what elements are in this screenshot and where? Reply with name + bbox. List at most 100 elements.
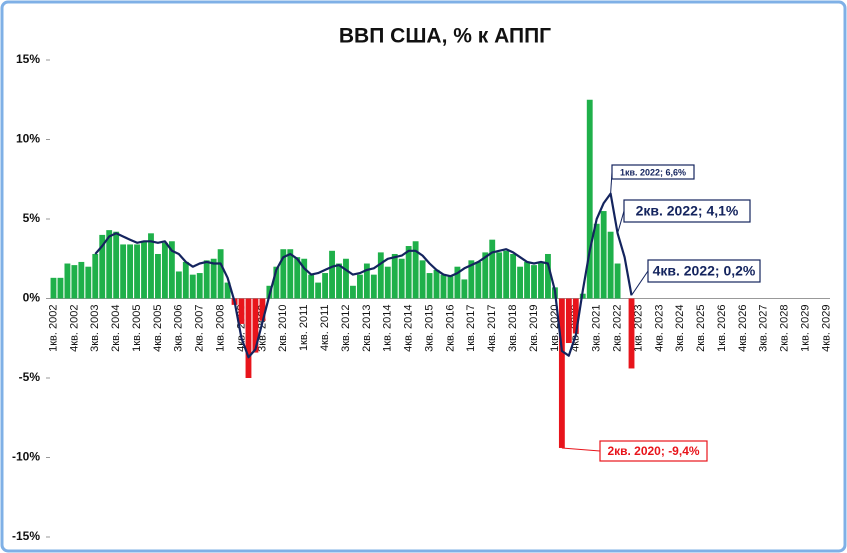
- x-tick-label: 3кв. 2018: [507, 305, 519, 352]
- annotation: 4кв. 2022; 0,2%: [653, 263, 756, 279]
- bar: [336, 263, 342, 299]
- bar: [538, 261, 544, 299]
- x-tick-label: 3кв. 2021: [591, 305, 603, 352]
- x-tick-label: 3кв. 2006: [173, 305, 185, 352]
- bar: [273, 266, 280, 299]
- bar: [440, 274, 447, 299]
- bar: [245, 298, 252, 378]
- y-tick-label: 0%: [23, 291, 41, 305]
- bar: [565, 298, 572, 344]
- x-tick-label: 3кв. 2003: [89, 305, 101, 352]
- bar: [468, 260, 475, 299]
- bar: [252, 298, 259, 353]
- bar: [607, 231, 614, 299]
- x-tick-label: 1кв. 2008: [215, 305, 227, 352]
- x-tick-label: 2кв. 2025: [695, 305, 707, 352]
- y-tick-label: 10%: [16, 132, 40, 146]
- trend-line: [94, 192, 633, 359]
- x-tick-label: 4кв. 2023: [653, 305, 665, 352]
- annotation-box: [623, 199, 751, 223]
- bar: [482, 252, 489, 299]
- bar: [294, 257, 301, 299]
- bar: [322, 273, 329, 299]
- bar: [189, 274, 196, 299]
- bar: [155, 253, 161, 299]
- bar: [350, 285, 356, 299]
- bar: [433, 269, 440, 299]
- bar: [628, 298, 635, 369]
- x-tick-label: 1кв. 2026: [716, 305, 728, 352]
- y-tick-label: 5%: [23, 211, 41, 225]
- x-tick-label: 4кв. 2029: [820, 305, 832, 352]
- x-tick-label: 2кв. 2010: [277, 305, 289, 352]
- chart-title: ВВП США, % к АППГ: [339, 25, 551, 48]
- x-tick-label: 3кв. 2015: [423, 305, 435, 352]
- bar: [593, 223, 600, 299]
- x-tick-label: 4кв. 2005: [152, 305, 164, 352]
- x-tick-label: 1кв. 2005: [131, 305, 143, 352]
- annotation: 2кв. 2020; -9,4%: [607, 444, 699, 458]
- bar: [280, 249, 287, 299]
- bar: [64, 263, 71, 299]
- x-tick-label: 4кв. 2011: [319, 305, 331, 352]
- bar: [412, 241, 419, 299]
- bar: [50, 277, 57, 299]
- x-tick-label: 2кв. 2004: [110, 305, 122, 352]
- bar: [127, 244, 134, 299]
- bar: [224, 282, 231, 299]
- bar: [134, 244, 140, 299]
- bar: [217, 249, 224, 299]
- x-tick-label: 4кв. 2017: [486, 305, 498, 352]
- bar: [301, 258, 308, 299]
- bar: [517, 266, 524, 299]
- bar: [196, 273, 203, 299]
- bar: [398, 258, 405, 299]
- bar: [531, 265, 537, 299]
- x-tick-label: 2кв. 2028: [779, 305, 791, 352]
- x-tick-label: 2кв. 2013: [361, 305, 373, 352]
- bar: [78, 261, 85, 299]
- y-tick-label: -5%: [19, 370, 41, 384]
- annotation-box: [611, 164, 695, 180]
- x-tick-label: 1кв. 2011: [298, 305, 310, 352]
- bar: [168, 241, 175, 299]
- annotation-box: [647, 259, 761, 283]
- bar: [545, 253, 551, 299]
- bar: [120, 244, 127, 299]
- bar: [489, 239, 496, 299]
- y-tick-label: -10%: [12, 450, 40, 464]
- x-tick-label: 3кв. 2024: [674, 305, 686, 352]
- bar: [287, 249, 294, 299]
- annotation: 1кв. 2022; 6,6%: [620, 167, 686, 177]
- bar: [308, 274, 315, 299]
- x-tick-label: 4кв. 2014: [403, 305, 415, 352]
- x-tick-label: 2кв. 2022: [611, 305, 623, 352]
- bar: [586, 99, 593, 299]
- annotation-box: [599, 440, 708, 462]
- bar: [426, 273, 433, 299]
- bar: [377, 252, 384, 299]
- annotation-connector: [631, 270, 649, 296]
- bar: [182, 261, 189, 299]
- x-tick-label: 1кв. 2017: [465, 305, 477, 352]
- bar: [99, 234, 106, 299]
- bar: [343, 258, 349, 299]
- x-tick-label: 2кв. 2016: [444, 305, 456, 352]
- bar: [315, 282, 322, 299]
- bar: [454, 266, 461, 299]
- bar: [92, 253, 99, 299]
- bar: [475, 261, 482, 299]
- bar: [600, 211, 607, 299]
- x-tick-label: 2кв. 2019: [528, 305, 540, 352]
- bar: [461, 279, 468, 299]
- bar: [370, 274, 377, 299]
- y-tick-label: -15%: [12, 529, 40, 543]
- bar: [148, 233, 154, 299]
- x-tick-label: 1кв. 2014: [382, 305, 394, 352]
- bar: [503, 250, 510, 299]
- bar: [356, 274, 363, 299]
- bar: [161, 242, 168, 299]
- bar: [496, 252, 503, 299]
- bar: [572, 298, 579, 334]
